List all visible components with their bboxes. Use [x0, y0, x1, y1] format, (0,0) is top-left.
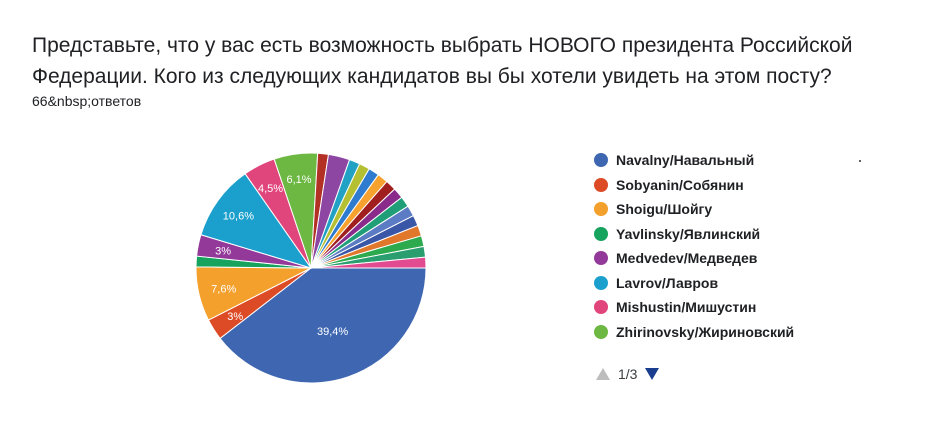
legend-item: Navalny/Навальный	[594, 148, 794, 173]
legend-label: Yavlinsky/Явлинский	[616, 225, 761, 242]
legend-swatch	[594, 300, 608, 315]
legend-item: Shoigu/Шойгу	[594, 197, 794, 222]
slice-value-label: 39,4%	[317, 326, 348, 338]
legend-pager: 1/3	[596, 366, 660, 382]
legend-swatch	[594, 226, 608, 241]
legend-item: Medvedev/Медведев	[594, 246, 794, 271]
slice-value-label: 3%	[215, 245, 231, 257]
legend-item: Lavrov/Лавров	[594, 271, 794, 296]
legend-swatch	[594, 202, 608, 217]
legend-label: Shoigu/Шойгу	[616, 201, 713, 218]
legend-swatch	[594, 324, 608, 339]
legend-swatch	[594, 153, 608, 168]
legend-item: Zhirinovsky/Жириновский	[594, 320, 794, 345]
legend-swatch	[594, 251, 608, 266]
previous-page-icon[interactable]	[596, 368, 610, 380]
next-page-icon[interactable]	[645, 368, 660, 380]
slice-value-label: 4,5%	[258, 183, 283, 195]
legend-item: Mishustin/Мишустин	[594, 295, 794, 320]
legend-item: Sobyanin/Собянин	[594, 173, 794, 198]
legend-label: Sobyanin/Собянин	[616, 176, 744, 193]
pie-slice-navalny	[219, 267, 427, 384]
legend-label: Lavrov/Лавров	[616, 274, 719, 291]
pie-slice	[310, 256, 427, 269]
question-title: Представьте, что у вас есть возможность …	[32, 34, 853, 88]
slice-value-label: 6,1%	[286, 174, 311, 186]
legend-swatch	[594, 275, 608, 290]
legend-item: Yavlinsky/Явлинский	[594, 222, 794, 247]
legend-label: Mishustin/Мишустин	[616, 299, 757, 316]
speck	[859, 160, 861, 162]
legend-label: Navalny/Навальный	[616, 152, 755, 169]
slice-value-label: 3%	[227, 311, 243, 323]
chart-legend: Navalny/Навальный Sobyanin/Собянин Shoigu/…	[594, 148, 794, 344]
page-indicator: 1/3	[618, 366, 638, 382]
slice-value-label: 7,6%	[211, 284, 236, 296]
legend-label: Medvedev/Медведев	[616, 250, 758, 267]
pie-slice-lavrov	[200, 173, 313, 269]
legend-label: Zhirinovsky/Жириновский	[616, 323, 795, 340]
response-count: 66&nbsp;ответов	[32, 93, 142, 109]
legend-swatch	[594, 177, 608, 192]
slice-value-label: 10,6%	[223, 210, 254, 222]
